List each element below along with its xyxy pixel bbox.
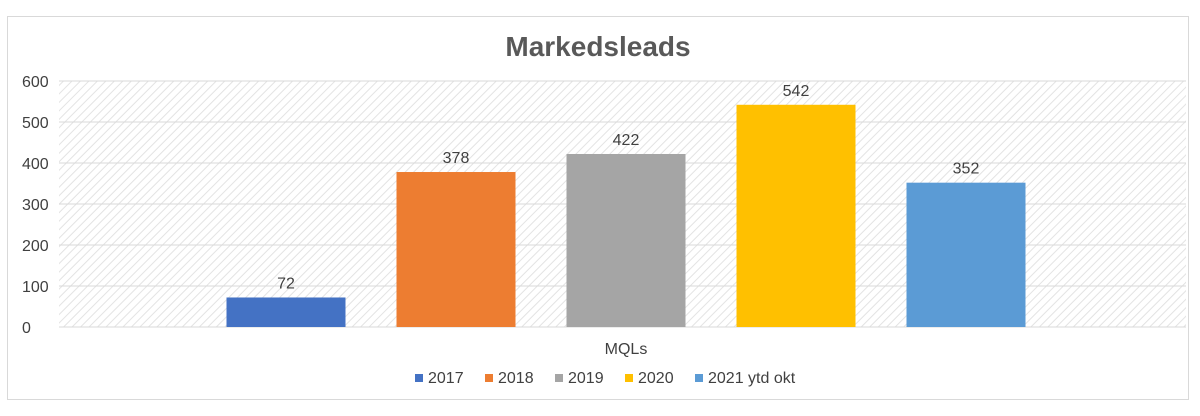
bar-chart: Markedsleads 0 100 200 300 400 500 600 72 378 42… [22, 31, 1186, 387]
legend-item-label: 2021 ytd okt [708, 370, 796, 387]
y-tick-label: 500 [22, 115, 49, 132]
chart-title: Markedsleads [505, 31, 690, 62]
bars [226, 104, 1026, 327]
bar-2021-ytd-okt [906, 182, 1026, 327]
legend-swatch [625, 374, 633, 382]
category-label: MQLs [605, 341, 648, 358]
legend-swatch [485, 374, 493, 382]
legend-item-label: 2018 [498, 370, 534, 387]
bar-2020 [736, 104, 856, 327]
y-tick-label: 600 [22, 74, 49, 91]
y-tick-label: 300 [22, 197, 49, 214]
legend-item-label: 2017 [428, 370, 464, 387]
legend-swatch [415, 374, 423, 382]
y-tick-label: 200 [22, 238, 49, 255]
y-tick-label: 0 [22, 320, 31, 337]
legend: 2017 2018 2019 2020 2021 ytd okt [415, 370, 796, 387]
data-label: 422 [613, 132, 640, 149]
data-label: 378 [443, 150, 470, 167]
chart-frame: Markedsleads 0 100 200 300 400 500 600 72 378 42… [7, 16, 1189, 400]
y-tick-label: 100 [22, 279, 49, 296]
data-label: 542 [783, 83, 810, 100]
legend-item-label: 2020 [638, 370, 674, 387]
bar-2019 [566, 153, 686, 327]
y-tick-label: 400 [22, 156, 49, 173]
data-labels: 72 378 422 542 352 [277, 83, 979, 293]
bar-2017 [226, 297, 346, 327]
data-label: 72 [277, 275, 295, 292]
data-label: 352 [953, 161, 980, 178]
bar-2018 [396, 172, 516, 327]
legend-swatch [555, 374, 563, 382]
y-axis-ticks: 0 100 200 300 400 500 600 [22, 74, 49, 337]
legend-item-label: 2019 [568, 370, 604, 387]
legend-swatch [695, 374, 703, 382]
